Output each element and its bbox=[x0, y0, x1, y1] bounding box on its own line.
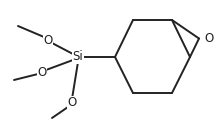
Text: Si: Si bbox=[73, 51, 83, 63]
Text: O: O bbox=[37, 66, 47, 78]
Text: O: O bbox=[204, 32, 213, 45]
Text: O: O bbox=[67, 97, 77, 109]
Text: O: O bbox=[43, 34, 53, 46]
